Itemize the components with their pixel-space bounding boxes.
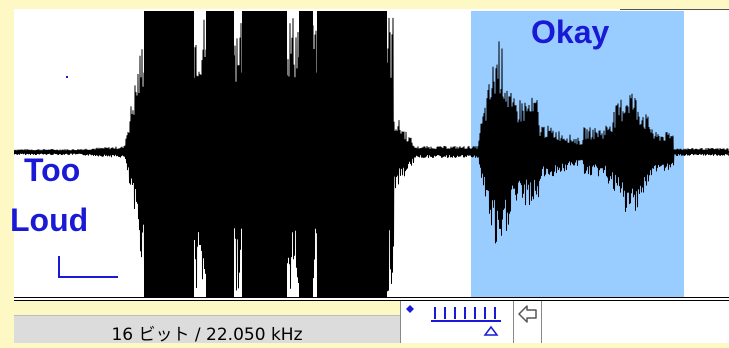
waveform-canvas[interactable] [14,11,729,297]
waveform-separator [14,297,729,301]
arrow-left-icon[interactable] [514,301,542,343]
loud-block-5 [317,11,387,297]
top-edge [14,9,729,11]
annotation-loud: Loud [10,202,89,238]
annotation-bracket [58,256,118,278]
annotation-okay: Okay [531,14,610,50]
loud-block-1 [152,11,194,297]
zoom-slider-icon[interactable] [401,301,514,343]
loud-block-left-edge [144,11,152,297]
loud-block-3 [242,11,287,297]
loud-block-4 [299,11,313,297]
format-label: 16 ビット / 22.050 kHz [111,325,303,345]
waveform-view[interactable] [14,11,729,297]
zoom-slider[interactable] [400,301,513,343]
top-right-marker [620,9,729,10]
annotation-too: Too [24,152,81,188]
scroll-left-button[interactable] [513,301,541,343]
annotation-dot [66,76,68,78]
status-bar: 16 ビット / 22.050 kHz [14,301,729,345]
loud-block-2 [206,11,234,297]
format-display: 16 ビット / 22.050 kHz [14,315,400,345]
horizontal-scroll-track[interactable] [541,301,729,343]
